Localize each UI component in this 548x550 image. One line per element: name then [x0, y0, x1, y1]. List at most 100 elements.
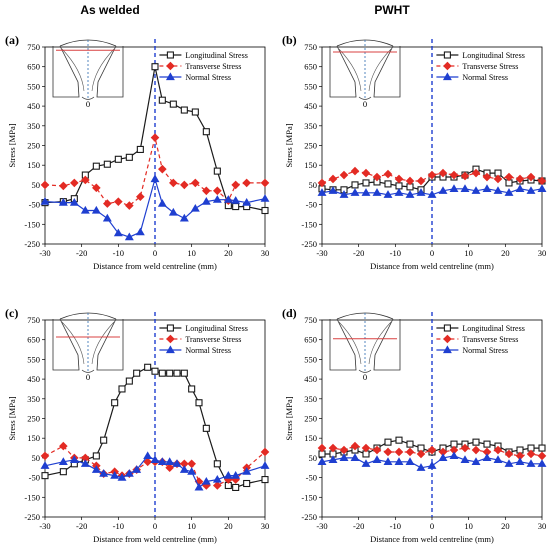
x-tick-label: -30	[39, 521, 50, 531]
x-tick-label: 30	[261, 248, 270, 258]
x-tick-label: -10	[113, 521, 124, 531]
inset-zero-label: 0	[86, 99, 90, 109]
y-tick-label: -250	[301, 512, 317, 522]
legend-label: Longitudinal Stress	[185, 51, 247, 60]
data-point	[59, 181, 68, 191]
inset-zero-label: 0	[363, 99, 367, 109]
data-point	[493, 445, 503, 455]
panels: (a) -250 -150 -50 50 150 250 350 450 550 650 750 -30…	[5, 33, 547, 544]
y-tick-label: -150	[301, 492, 317, 502]
data-point	[180, 106, 188, 114]
data-point	[328, 186, 338, 194]
data-point	[449, 170, 459, 180]
fusion-boundary	[61, 321, 115, 365]
data-point	[195, 399, 203, 407]
legend-label: Longitudinal Stress	[185, 324, 247, 333]
plate-left	[329, 318, 357, 371]
data-point	[260, 461, 270, 469]
data-point	[460, 184, 470, 192]
data-point	[260, 178, 270, 188]
y-tick-label: 50	[32, 453, 41, 463]
data-point	[482, 172, 492, 182]
data-point	[114, 197, 123, 206]
data-point	[69, 198, 79, 206]
data-point	[438, 186, 448, 194]
y-tick-label: 350	[304, 121, 317, 131]
data-point	[526, 449, 536, 459]
x-tick-label: -10	[390, 248, 401, 258]
y-tick-label: -150	[24, 492, 40, 502]
y-tick-label: 250	[27, 141, 40, 151]
data-point	[80, 205, 90, 214]
data-point	[231, 471, 241, 479]
data-point	[317, 178, 327, 188]
data-point	[405, 457, 415, 465]
x-tick-label: 10	[464, 248, 473, 258]
data-point	[361, 443, 371, 453]
y-tick-label: 650	[27, 335, 40, 345]
data-point	[125, 377, 133, 385]
data-point	[427, 190, 437, 198]
y-tick-label: -50	[306, 200, 317, 210]
series-triangle	[40, 451, 270, 491]
data-point	[416, 188, 426, 196]
legend-marker	[166, 334, 175, 344]
data-point	[328, 455, 338, 463]
data-point	[81, 175, 90, 185]
data-point	[111, 399, 119, 407]
data-point	[114, 155, 122, 163]
data-point	[213, 481, 222, 490]
data-point	[427, 461, 437, 469]
data-point	[471, 186, 481, 194]
x-tick-label: 30	[538, 248, 547, 258]
data-point	[158, 96, 166, 104]
data-point	[92, 183, 101, 193]
y-tick-label: 750	[304, 42, 317, 52]
x-tick-label: -20	[76, 248, 87, 258]
data-point	[438, 168, 448, 178]
legend-label: Normal Stress	[462, 73, 508, 82]
legend-marker	[443, 61, 452, 71]
y-tick-label: 650	[304, 335, 317, 345]
y-tick-label: 50	[32, 180, 41, 190]
plate-right	[373, 318, 401, 371]
data-point	[179, 213, 189, 222]
data-point	[504, 188, 514, 196]
x-tick-label: -20	[353, 521, 364, 531]
data-point	[168, 207, 178, 216]
x-axis-label: Distance from weld centreline (mm)	[370, 261, 494, 271]
plate-left	[52, 45, 80, 98]
data-point	[201, 197, 211, 205]
data-point	[143, 457, 152, 467]
data-point	[231, 180, 240, 190]
data-point	[493, 455, 503, 463]
y-axis-label: Stress [MPa]	[284, 396, 294, 440]
data-point	[150, 455, 160, 463]
y-tick-label: 50	[309, 453, 318, 463]
data-point	[173, 369, 181, 377]
data-point	[187, 467, 197, 475]
y-tick-label: 350	[27, 121, 40, 131]
y-tick-label: -150	[24, 219, 40, 229]
data-point	[383, 169, 393, 179]
weld-schematic: 0	[329, 312, 401, 382]
series-triangle	[40, 174, 270, 241]
legend-marker	[166, 324, 174, 332]
data-point	[339, 170, 349, 180]
plate-right	[96, 45, 124, 98]
data-point	[70, 178, 79, 188]
y-tick-label: 450	[27, 101, 40, 111]
data-point	[406, 440, 414, 448]
data-point	[405, 190, 415, 198]
data-point	[350, 188, 360, 196]
x-tick-label: -30	[316, 248, 327, 258]
fusion-boundary	[338, 321, 392, 365]
data-point	[150, 174, 160, 183]
y-tick-label: 750	[27, 42, 40, 52]
x-axis-label: Distance from weld centreline (mm)	[93, 534, 217, 544]
data-point	[384, 438, 392, 446]
x-axis-label: Distance from weld centreline (mm)	[93, 261, 217, 271]
data-point	[143, 451, 153, 460]
y-tick-label: 150	[304, 433, 317, 443]
